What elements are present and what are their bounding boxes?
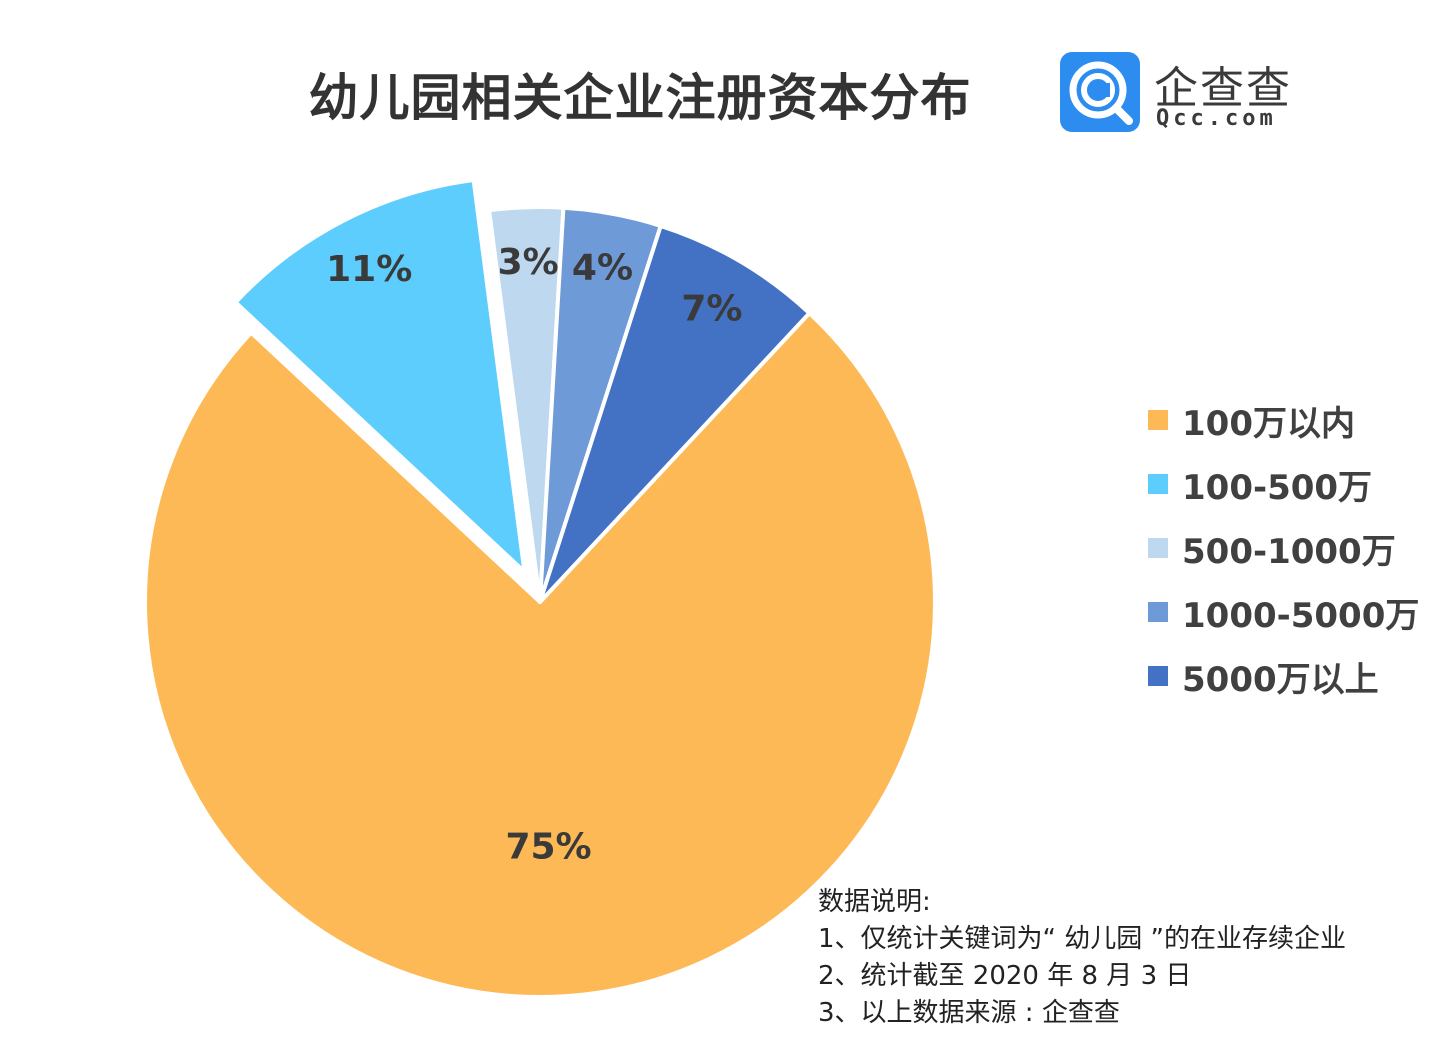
- legend-item: 100万以内: [1148, 388, 1419, 452]
- brand-domain: Qcc.com: [1156, 106, 1277, 131]
- legend-swatch: [1148, 410, 1168, 430]
- slice-label: 11%: [326, 249, 412, 290]
- note-line-2: 2、统计截至 2020 年 8 月 3 日: [818, 961, 1192, 991]
- magnifier-logo-icon: [1060, 52, 1140, 132]
- legend-item: 100-500万: [1148, 452, 1419, 516]
- legend-item: 500-1000万: [1148, 516, 1419, 580]
- slice-label: 75%: [505, 826, 591, 867]
- legend-swatch: [1148, 474, 1168, 494]
- notes-heading: 数据说明:: [818, 887, 931, 917]
- legend-label: 1000-5000万: [1182, 595, 1420, 636]
- slice-label: 7%: [681, 289, 742, 330]
- legend-label: 100-500万: [1182, 467, 1373, 508]
- note-line-3: 3、以上数据来源 : 企查查: [818, 998, 1120, 1028]
- pie-slice: [233, 178, 527, 574]
- legend-item: 5000万以上: [1148, 644, 1419, 708]
- data-notes: 数据说明: 1、仅统计关键词为“ 幼儿园 ”的在业存续企业 2、统计截至 202…: [818, 884, 1346, 1032]
- slice-label: 3%: [498, 242, 559, 283]
- note-line-1: 1、仅统计关键词为“ 幼儿园 ”的在业存续企业: [818, 924, 1347, 954]
- brand-logo: 企查查 Qcc.com: [1058, 52, 1318, 134]
- brand-name: 企查查: [1154, 63, 1292, 114]
- legend-label: 100万以内: [1182, 403, 1355, 444]
- pie-slice: [538, 223, 812, 604]
- slice-label: 4%: [572, 248, 633, 289]
- chart-legend: 100万以内 100-500万 500-1000万 1000-5000万 5000万以上: [1148, 388, 1419, 708]
- legend-swatch: [1148, 602, 1168, 622]
- legend-label: 500-1000万: [1182, 531, 1396, 572]
- pie-slice: [143, 311, 937, 999]
- legend-item: 1000-5000万: [1148, 580, 1419, 644]
- legend-swatch: [1148, 666, 1168, 686]
- legend-swatch: [1148, 538, 1168, 558]
- chart-title: 幼儿园相关企业注册资本分布: [308, 69, 972, 127]
- legend-label: 5000万以上: [1182, 659, 1379, 700]
